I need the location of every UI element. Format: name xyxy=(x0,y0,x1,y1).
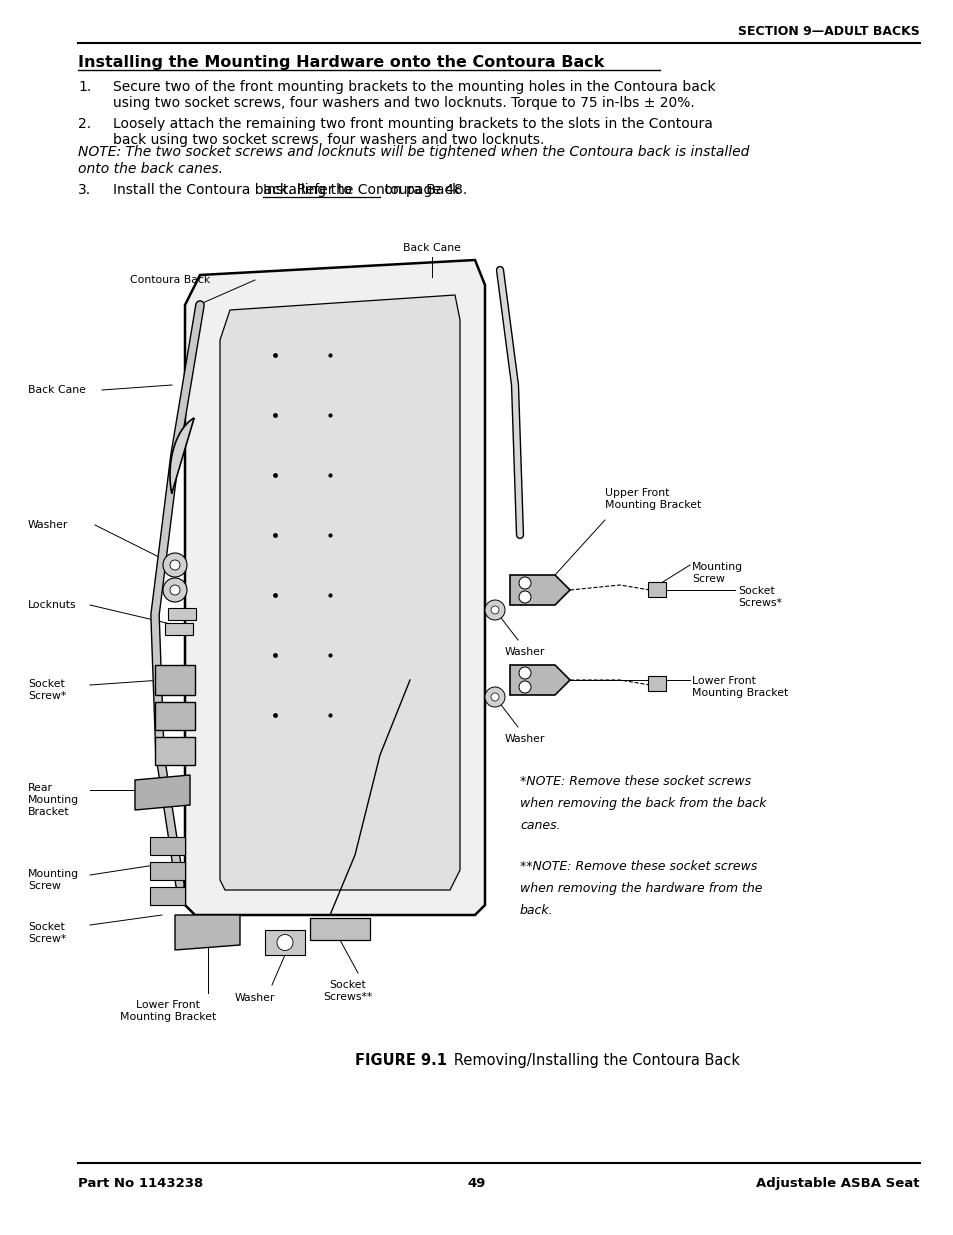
Text: Lower Front
Mounting Bracket: Lower Front Mounting Bracket xyxy=(691,677,787,698)
Text: Locknuts: Locknuts xyxy=(28,600,76,610)
Circle shape xyxy=(491,693,498,701)
Text: Socket
Screw*: Socket Screw* xyxy=(28,923,66,944)
Text: Socket
Screw*: Socket Screw* xyxy=(28,679,66,700)
Circle shape xyxy=(170,585,180,595)
Text: FIGURE 9.1: FIGURE 9.1 xyxy=(355,1053,447,1068)
Circle shape xyxy=(170,559,180,571)
FancyBboxPatch shape xyxy=(150,837,185,855)
Text: on page 48.: on page 48. xyxy=(380,183,467,198)
Text: NOTE: The two socket screws and locknuts will be tightened when the Contoura bac: NOTE: The two socket screws and locknuts… xyxy=(78,144,749,159)
Text: 2.: 2. xyxy=(78,117,91,131)
Text: Installing the Mounting Hardware onto the Contoura Back: Installing the Mounting Hardware onto th… xyxy=(78,56,604,70)
Text: when removing the hardware from the: when removing the hardware from the xyxy=(519,882,761,895)
Text: Socket
Screws**: Socket Screws** xyxy=(323,981,373,1002)
Text: **NOTE: Remove these socket screws: **NOTE: Remove these socket screws xyxy=(519,860,757,873)
Text: Socket
Screws*: Socket Screws* xyxy=(738,587,781,608)
Text: Back Cane: Back Cane xyxy=(402,243,460,253)
Text: Contoura Back: Contoura Back xyxy=(130,275,210,285)
Text: Loosely attach the remaining two front mounting brackets to the slots in the Con: Loosely attach the remaining two front m… xyxy=(112,117,712,147)
Circle shape xyxy=(163,553,187,577)
Text: Washer: Washer xyxy=(234,993,274,1003)
FancyBboxPatch shape xyxy=(154,664,194,695)
FancyBboxPatch shape xyxy=(647,582,665,597)
Text: Rear
Mounting
Bracket: Rear Mounting Bracket xyxy=(28,783,79,816)
Circle shape xyxy=(484,600,504,620)
FancyBboxPatch shape xyxy=(165,622,193,635)
Text: Upper Front
Mounting Bracket: Upper Front Mounting Bracket xyxy=(604,488,700,510)
Polygon shape xyxy=(135,776,190,810)
Text: Installing the Contoura Back: Installing the Contoura Back xyxy=(263,183,460,198)
Circle shape xyxy=(518,592,531,603)
FancyBboxPatch shape xyxy=(310,918,370,940)
Text: 3.: 3. xyxy=(78,183,91,198)
Text: Washer: Washer xyxy=(504,734,545,743)
Circle shape xyxy=(484,687,504,706)
Polygon shape xyxy=(220,295,459,890)
Text: when removing the back from the back: when removing the back from the back xyxy=(519,797,765,810)
Text: Secure two of the front mounting brackets to the mounting holes in the Contoura : Secure two of the front mounting bracket… xyxy=(112,80,715,110)
Text: 49: 49 xyxy=(467,1177,486,1191)
Text: Lower Front
Mounting Bracket: Lower Front Mounting Bracket xyxy=(120,1000,216,1021)
Text: Removing/Installing the Contoura Back: Removing/Installing the Contoura Back xyxy=(439,1053,740,1068)
Text: Adjustable ASBA Seat: Adjustable ASBA Seat xyxy=(756,1177,919,1191)
Text: *NOTE: Remove these socket screws: *NOTE: Remove these socket screws xyxy=(519,776,750,788)
FancyBboxPatch shape xyxy=(154,737,194,764)
Polygon shape xyxy=(510,664,569,695)
Polygon shape xyxy=(510,576,569,605)
Text: Back Cane: Back Cane xyxy=(28,385,86,395)
Circle shape xyxy=(491,606,498,614)
FancyBboxPatch shape xyxy=(150,862,185,881)
Text: onto the back canes.: onto the back canes. xyxy=(78,162,223,177)
FancyBboxPatch shape xyxy=(168,608,195,620)
Text: canes.: canes. xyxy=(519,819,560,832)
Text: back.: back. xyxy=(519,904,553,918)
Text: 1.: 1. xyxy=(78,80,91,94)
FancyBboxPatch shape xyxy=(150,887,185,905)
Text: Washer: Washer xyxy=(28,520,69,530)
Circle shape xyxy=(518,680,531,693)
Circle shape xyxy=(163,578,187,601)
Text: Install the Contoura back. Refer to: Install the Contoura back. Refer to xyxy=(112,183,355,198)
Polygon shape xyxy=(185,261,484,915)
Circle shape xyxy=(518,667,531,679)
Text: Mounting
Screw: Mounting Screw xyxy=(28,869,79,890)
FancyBboxPatch shape xyxy=(154,701,194,730)
Polygon shape xyxy=(174,915,240,950)
Circle shape xyxy=(276,935,293,951)
Text: SECTION 9—ADULT BACKS: SECTION 9—ADULT BACKS xyxy=(738,25,919,38)
Text: Mounting
Screw: Mounting Screw xyxy=(691,562,742,584)
Polygon shape xyxy=(170,417,194,494)
FancyBboxPatch shape xyxy=(647,676,665,692)
Text: Washer: Washer xyxy=(504,647,545,657)
Polygon shape xyxy=(265,930,305,955)
Circle shape xyxy=(518,577,531,589)
Text: Part No 1143238: Part No 1143238 xyxy=(78,1177,203,1191)
